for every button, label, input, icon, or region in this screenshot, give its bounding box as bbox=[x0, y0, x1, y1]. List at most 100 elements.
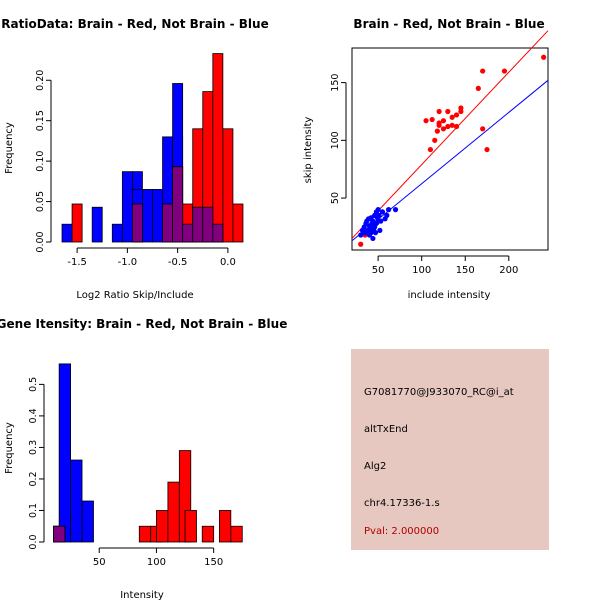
gene-intensity-xlabel: Intensity bbox=[120, 590, 164, 600]
scatter-point-brain bbox=[434, 128, 440, 134]
ratio-bar-not-brain bbox=[142, 189, 153, 243]
intensity-bar-brain bbox=[201, 525, 215, 543]
ratio-bar-not-brain bbox=[152, 189, 163, 243]
scatter-point-not-brain bbox=[385, 207, 392, 213]
ratio-histogram: RatioData: Brain - Red, Not Brain - Blue… bbox=[1, 17, 268, 301]
scatter-point-brain bbox=[358, 241, 364, 247]
intensity-bar-brain bbox=[138, 525, 152, 543]
scatter-y-tick-label: 50 bbox=[330, 192, 341, 204]
scatter-fit-line-not-brain bbox=[351, 79, 549, 242]
scatter-x-tick-label: 150 bbox=[456, 265, 475, 276]
intensity-y-tick-label: 0.2 bbox=[28, 471, 39, 486]
ratio-bar-brain bbox=[222, 128, 234, 243]
intensity-bar-brain bbox=[218, 510, 232, 543]
scatter-point-brain bbox=[440, 126, 447, 132]
scatter-point-brain bbox=[480, 68, 486, 74]
ratio-y-tick-label: 0.00 bbox=[35, 231, 46, 252]
ratio-bar-overlap bbox=[182, 223, 194, 243]
intensity-x-tick-label: 50 bbox=[93, 557, 106, 568]
scatter-point-not-brain bbox=[392, 207, 399, 213]
probe-info-panel: G7081770@J933070_RC@i_at altTxEnd Alg2 c… bbox=[351, 349, 549, 550]
scatter-y-tick-label: 150 bbox=[330, 74, 341, 92]
gene-intensity-histogram: Gene Itensity: Brain - Red, Not Brain - … bbox=[0, 317, 287, 600]
scatter-point-not-brain bbox=[379, 209, 386, 215]
scatter-plot-frame bbox=[351, 47, 549, 251]
scatter-point-not-brain bbox=[358, 232, 364, 238]
ratio-bar-overlap bbox=[202, 206, 214, 243]
ratio-y-tick-label: 0.10 bbox=[35, 151, 46, 172]
ratio-bar-not-brain bbox=[121, 171, 133, 243]
ratio-y-tick-label: 0.20 bbox=[35, 70, 46, 91]
scatter-point-brain bbox=[449, 122, 455, 128]
scatter-point-brain bbox=[436, 122, 442, 128]
intensity-bar-not-brain bbox=[81, 500, 94, 543]
scatter-point-not-brain bbox=[376, 212, 382, 218]
scatter-point-not-brain bbox=[372, 230, 379, 236]
intensity-scatter-ylabel: skip intensity bbox=[303, 117, 314, 184]
ratio-histogram-ylabel: Frequency bbox=[4, 122, 15, 174]
scatter-x-tick-label: 200 bbox=[499, 265, 518, 276]
scatter-point-brain bbox=[440, 118, 447, 124]
ratio-bar-brain bbox=[212, 53, 224, 243]
scatter-point-not-brain bbox=[375, 207, 381, 213]
ratio-histogram-title: RatioData: Brain - Red, Not Brain - Blue bbox=[1, 17, 268, 31]
scatter-point-not-brain bbox=[378, 218, 384, 224]
intensity-x-tick-label: 150 bbox=[204, 557, 223, 568]
intensity-bar-brain bbox=[156, 510, 169, 543]
ratio-x-tick-label: -1.5 bbox=[67, 257, 87, 268]
ratio-bar-overlap bbox=[172, 166, 184, 243]
ratio-bar-not-brain bbox=[61, 223, 73, 243]
intensity-bar-not-brain bbox=[70, 459, 83, 543]
scatter-point-brain bbox=[480, 126, 486, 132]
intensity-bar-brain bbox=[230, 525, 243, 543]
ratio-bar-overlap bbox=[212, 223, 224, 243]
intensity-bar-overlap bbox=[53, 525, 66, 543]
ratio-x-tick-label: -0.5 bbox=[168, 257, 188, 268]
gene-intensity-title: Gene Itensity: Brain - Red, Not Brain - … bbox=[0, 317, 287, 331]
gene-symbol: Alg2 bbox=[364, 461, 387, 472]
scatter-y-tick-label: 100 bbox=[330, 131, 341, 149]
scatter-point-brain bbox=[432, 137, 438, 143]
scatter-point-brain bbox=[541, 54, 547, 60]
scatter-point-brain bbox=[445, 123, 451, 130]
intensity-x-tick-label: 100 bbox=[147, 557, 166, 568]
event-type: altTxEnd bbox=[364, 424, 408, 435]
ratio-x-tick-label: 0.0 bbox=[220, 257, 236, 268]
ratio-bar-not-brain bbox=[91, 206, 103, 243]
intensity-y-tick-label: 0.3 bbox=[28, 440, 39, 455]
scatter-point-not-brain bbox=[370, 235, 376, 242]
intensity-y-tick-label: 0.5 bbox=[28, 377, 39, 392]
ratio-x-tick-label: -1.0 bbox=[118, 257, 138, 268]
scatter-point-brain bbox=[427, 146, 433, 153]
scatter-point-brain bbox=[436, 108, 442, 115]
scatter-point-brain bbox=[453, 123, 460, 130]
scatter-point-brain bbox=[449, 114, 455, 120]
intensity-y-tick-label: 0.4 bbox=[28, 408, 39, 423]
scatter-point-brain bbox=[484, 146, 490, 153]
scatter-point-brain bbox=[458, 108, 464, 115]
intensity-bar-not-brain bbox=[58, 363, 72, 543]
ratio-histogram-xlabel: Log2 Ratio Skip/Include bbox=[76, 290, 193, 301]
intensity-scatter-xlabel: include intensity bbox=[408, 290, 491, 301]
scatter-point-brain bbox=[429, 116, 435, 123]
intensity-y-tick-label: 0.0 bbox=[28, 534, 39, 549]
gene-intensity-ylabel: Frequency bbox=[4, 422, 15, 474]
ratio-y-tick-label: 0.15 bbox=[35, 110, 46, 131]
scatter-point-brain bbox=[453, 112, 460, 118]
scatter-fit-line-brain bbox=[351, 30, 549, 239]
intensity-bar-brain bbox=[167, 481, 180, 543]
intensity-y-tick-label: 0.1 bbox=[28, 503, 39, 518]
scatter-point-brain bbox=[501, 68, 508, 74]
ratio-bar-brain bbox=[232, 203, 244, 243]
intensity-scatter-title: Brain - Red, Not Brain - Blue bbox=[353, 17, 544, 31]
ratio-bar-overlap bbox=[131, 203, 143, 243]
probe-id: G7081770@J933070_RC@i_at bbox=[364, 387, 514, 398]
scatter-point-brain bbox=[423, 118, 429, 124]
scatter-x-tick-label: 100 bbox=[412, 265, 431, 276]
scatter-point-brain bbox=[475, 85, 481, 91]
p-value: Pval: 2.000000 bbox=[364, 526, 440, 537]
scatter-point-not-brain bbox=[377, 227, 383, 233]
ratio-bar-brain bbox=[71, 203, 83, 243]
ratio-y-tick-label: 0.05 bbox=[35, 191, 46, 212]
